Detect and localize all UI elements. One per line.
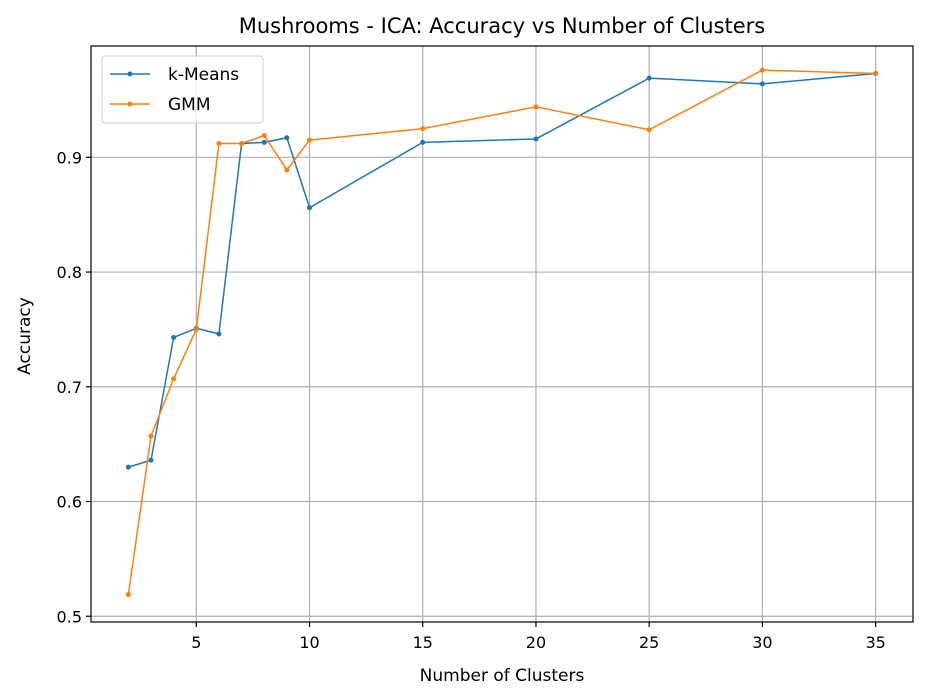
x-axis-label: Number of Clusters <box>420 666 585 686</box>
x-tick-label: 5 <box>191 633 201 652</box>
x-tick-label: 35 <box>865 633 885 652</box>
x-tick-label: 15 <box>413 633 433 652</box>
data-point-k-means <box>646 75 652 81</box>
legend-marker-gmm <box>127 101 133 107</box>
data-point-k-means <box>125 464 131 470</box>
data-point-gmm <box>873 71 879 77</box>
series-layer <box>125 67 879 597</box>
y-tick-label: 0.5 <box>57 607 82 626</box>
data-point-k-means <box>759 81 765 87</box>
y-tick-label: 0.7 <box>57 378 82 397</box>
series-line-gmm <box>127 69 876 595</box>
data-point-k-means <box>261 139 267 145</box>
grid-layer <box>91 46 913 622</box>
legend-marker-k-means <box>127 71 133 77</box>
data-point-k-means <box>148 457 154 463</box>
x-tick-label: 25 <box>639 633 659 652</box>
data-point-gmm <box>216 141 222 147</box>
data-point-gmm <box>261 132 267 138</box>
data-point-gmm <box>171 376 177 382</box>
data-point-k-means <box>216 331 222 337</box>
data-point-gmm <box>284 167 290 173</box>
plot-frame <box>90 45 914 623</box>
y-tick-label: 0.9 <box>57 148 82 167</box>
data-point-gmm <box>759 67 765 73</box>
data-point-gmm <box>148 433 154 439</box>
data-point-gmm <box>307 137 313 143</box>
data-point-k-means <box>171 334 177 340</box>
x-tick-label: 30 <box>752 633 772 652</box>
x-tick-label: 20 <box>526 633 546 652</box>
data-point-k-means <box>284 135 290 141</box>
y-tick-label: 0.8 <box>57 263 82 282</box>
data-point-gmm <box>125 591 131 597</box>
legend-frame <box>101 55 264 124</box>
chart-title: Mushrooms - ICA: Accuracy vs Number of C… <box>239 14 766 38</box>
data-point-gmm <box>420 126 426 132</box>
data-point-k-means <box>307 205 313 211</box>
data-point-gmm <box>193 326 199 332</box>
y-axis-label: Accuracy <box>15 297 35 375</box>
y-tick-label: 0.6 <box>57 493 82 512</box>
data-point-gmm <box>239 141 245 147</box>
legend-label-k-means: k-Means <box>168 65 239 85</box>
data-point-gmm <box>533 104 539 110</box>
series-line-k-means <box>128 72 876 468</box>
legend-label-gmm: GMM <box>168 95 211 115</box>
data-point-k-means <box>533 136 539 142</box>
x-tick-label: 10 <box>299 633 319 652</box>
legend: k-Means GMM <box>101 55 264 124</box>
data-point-k-means <box>420 139 426 145</box>
tick-layer: 5 10 15 20 25 30 35 0.5 0.6 0.7 0.8 0.9 <box>57 148 886 652</box>
data-point-gmm <box>646 127 652 133</box>
